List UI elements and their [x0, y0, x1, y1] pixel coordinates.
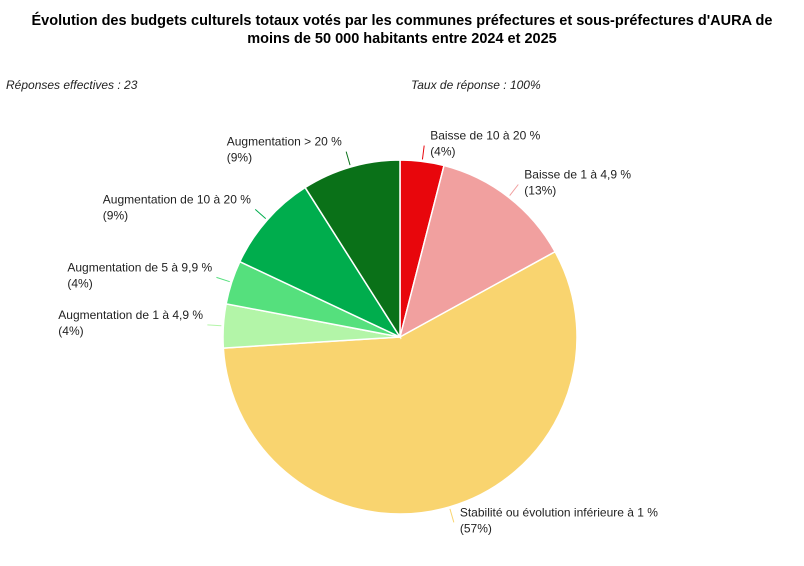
slice-label: Stabilité ou évolution inférieure à 1 % (…: [460, 505, 658, 535]
category-label: Augmentation de 1 à 4,9 %: [58, 308, 203, 322]
leader-line: [254, 208, 267, 220]
leader-line: [207, 324, 222, 327]
leader-line: [345, 151, 351, 166]
category-label: Baisse de 10 à 20 %: [430, 129, 540, 143]
chart-title: Évolution des budgets culturels totaux v…: [31, 13, 773, 47]
slice-label: Baisse de 1 à 4,9 % (13%): [524, 168, 631, 198]
pie-slice: [304, 159, 401, 340]
value-label: (4%): [67, 276, 92, 290]
annotation: Taux de réponse : 100%: [411, 78, 541, 92]
category-label: Baisse de 1 à 4,9 %: [524, 168, 631, 182]
category-label: Augmentation de 10 à 20 %: [103, 192, 251, 206]
value-label: (9%): [103, 208, 128, 222]
slice-label: Baisse de 10 à 20 % (4%): [430, 129, 540, 159]
annotation: Réponses effectives : 23: [6, 78, 138, 92]
slice-label: Augmentation de 10 à 20 % (9%): [103, 192, 251, 222]
category-label: Stabilité ou évolution inférieure à 1 %: [460, 505, 658, 519]
slice-label: Augmentation de 1 à 4,9 % (4%): [58, 308, 203, 338]
value-label: (4%): [58, 324, 83, 338]
pie-slice: [222, 250, 578, 515]
value-label: (9%): [227, 151, 252, 165]
value-label: (57%): [460, 521, 492, 535]
value-label: (4%): [430, 145, 455, 159]
pie-slice: [238, 186, 403, 339]
leader-line: [449, 508, 455, 523]
leader-line: [421, 145, 425, 160]
leader-line: [509, 184, 519, 196]
category-label: Augmentation > 20 %: [227, 135, 342, 149]
category-label: Augmentation de 5 à 9,9 %: [67, 260, 212, 274]
pie-slice: [398, 164, 557, 339]
slice-label: Augmentation > 20 % (9%): [227, 135, 342, 165]
value-label: (13%): [524, 184, 556, 198]
leader-line: [216, 276, 230, 283]
slice-label: Augmentation de 5 à 9,9 % (4%): [67, 260, 212, 290]
